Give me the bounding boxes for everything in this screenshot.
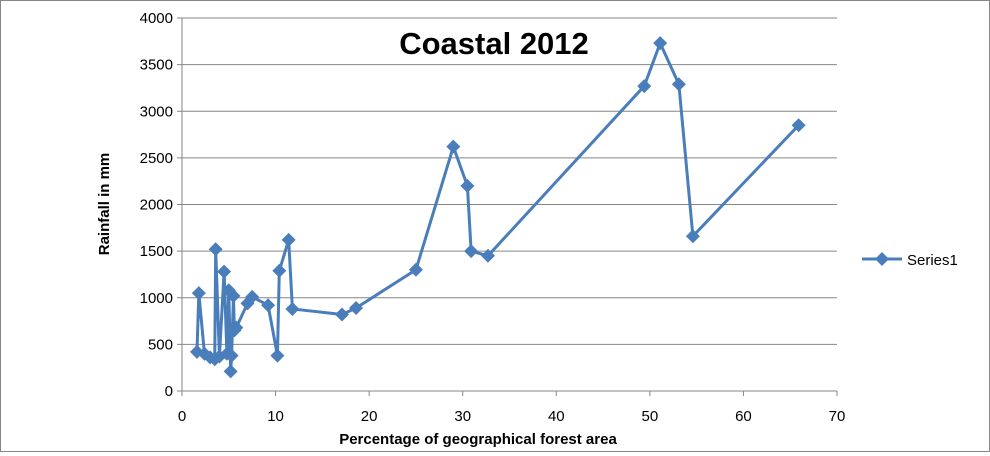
x-tick-label-50: 50: [642, 408, 659, 425]
data-point-29: [637, 79, 652, 94]
x-tick-label-40: 40: [548, 408, 565, 425]
y-tick-labels: 0 500 1000 1500 2000 2500 3000 3500 4000: [140, 10, 182, 400]
legend-marker-diamond: [875, 252, 889, 266]
data-point-25: [446, 139, 461, 154]
data-point-1: [191, 286, 206, 301]
data-point-18: [270, 348, 285, 363]
data-point-33: [791, 118, 806, 133]
legend-label-series1: Series1: [907, 252, 958, 269]
data-point-24: [408, 262, 423, 277]
x-tick-labels: 0 10 20 30 40 50 60 70: [178, 391, 846, 425]
y-axis-label: Rainfall in mm: [96, 153, 113, 256]
data-point-27: [464, 244, 479, 259]
data-point-22: [335, 307, 350, 322]
data-point-7: [217, 264, 232, 279]
legend: Series1: [862, 252, 958, 269]
series-line: [195, 41, 800, 373]
data-point-28: [480, 248, 495, 263]
x-tick-label-30: 30: [454, 408, 471, 425]
y-tick-label-3000: 3000: [140, 103, 173, 120]
series-markers: [189, 36, 806, 379]
data-point-21: [285, 301, 300, 316]
data-point-14: [229, 320, 244, 335]
y-tick-label-4000: 4000: [140, 10, 173, 27]
x-axis-label: Percentage of geographical forest area: [339, 431, 617, 448]
data-point-26: [460, 178, 475, 193]
data-point-32: [685, 229, 700, 244]
y-tick-label-0: 0: [165, 383, 173, 400]
data-point-12: [226, 288, 241, 303]
data-point-23: [349, 301, 364, 316]
x-tick-label-0: 0: [178, 408, 186, 425]
data-point-5: [208, 242, 223, 257]
data-point-30: [653, 36, 668, 51]
y-tick-label-1500: 1500: [140, 243, 173, 260]
data-point-16: [245, 289, 260, 304]
data-point-17: [261, 298, 276, 313]
x-tick-label-10: 10: [267, 408, 284, 425]
y-tick-label-500: 500: [148, 336, 173, 353]
y-tick-label-3500: 3500: [140, 57, 173, 74]
y-tick-label-2000: 2000: [140, 197, 173, 214]
chart-title: Coastal 2012: [399, 26, 589, 61]
x-tick-label-70: 70: [829, 408, 846, 425]
data-point-31: [671, 77, 686, 92]
data-point-11: [224, 348, 239, 363]
y-tick-label-2500: 2500: [140, 150, 173, 167]
data-point-20: [281, 232, 296, 247]
y-tick-label-1000: 1000: [140, 290, 173, 307]
data-point-19: [272, 263, 287, 278]
x-tick-label-20: 20: [361, 408, 378, 425]
x-tick-label-60: 60: [735, 408, 752, 425]
data-point-10: [223, 364, 238, 379]
